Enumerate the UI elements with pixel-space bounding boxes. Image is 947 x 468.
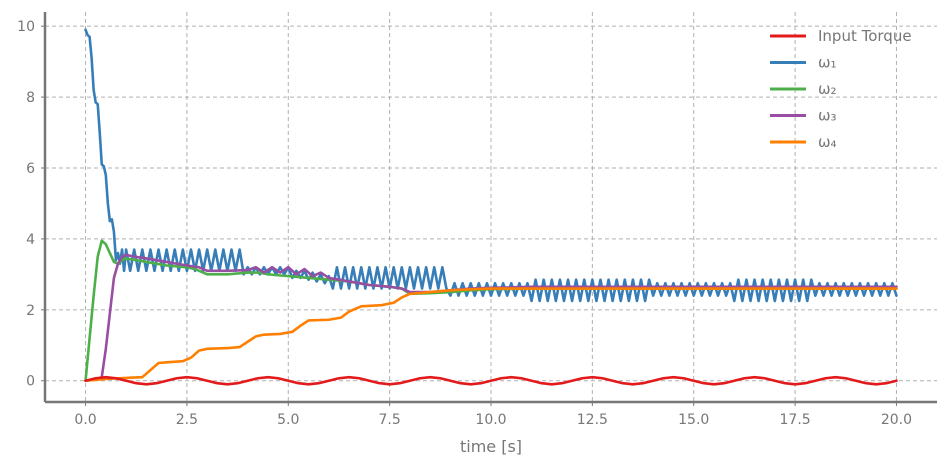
x-tick-label: 10.0 xyxy=(475,412,506,428)
x-tick-label: 2.5 xyxy=(176,412,198,428)
x-tick-label: 20.0 xyxy=(881,412,912,428)
x-tick-label: 17.5 xyxy=(780,412,811,428)
y-tick-label: 4 xyxy=(26,232,35,248)
y-tick-label: 2 xyxy=(26,303,35,319)
x-tick-label: 12.5 xyxy=(577,412,608,428)
legend-label: ω₃ xyxy=(818,107,837,125)
series-line-4 xyxy=(84,287,898,383)
legend: Input Torque ω₁ ω₂ ω₃ ω₄ xyxy=(770,27,912,151)
x-tick-label: 0.0 xyxy=(74,412,96,428)
legend-label: ω₁ xyxy=(818,54,837,72)
series-line-3 xyxy=(84,253,898,383)
x-tick-label: 15.0 xyxy=(678,412,709,428)
legend-label: ω₄ xyxy=(818,133,837,151)
legend-label: Input Torque xyxy=(818,27,912,45)
y-tick-label: 0 xyxy=(26,374,35,390)
series-layer xyxy=(84,28,898,386)
x-axis-label: time [s] xyxy=(460,437,522,456)
legend-label: ω₂ xyxy=(818,80,837,98)
series-line-1 xyxy=(84,28,898,303)
grid xyxy=(45,12,937,402)
x-tick-label: 5.0 xyxy=(277,412,299,428)
x-tick-label: 7.5 xyxy=(379,412,401,428)
tick-labels: 0.0 2.5 5.0 7.5 10.0 12.5 15.0 17.5 20.0 0 2 4 6 8 10 xyxy=(17,19,912,428)
y-tick-label: 8 xyxy=(26,90,35,106)
y-tick-label: 10 xyxy=(17,19,35,35)
series-line-0 xyxy=(84,375,898,386)
y-tick-label: 6 xyxy=(26,161,35,177)
series-line-2 xyxy=(84,239,898,383)
